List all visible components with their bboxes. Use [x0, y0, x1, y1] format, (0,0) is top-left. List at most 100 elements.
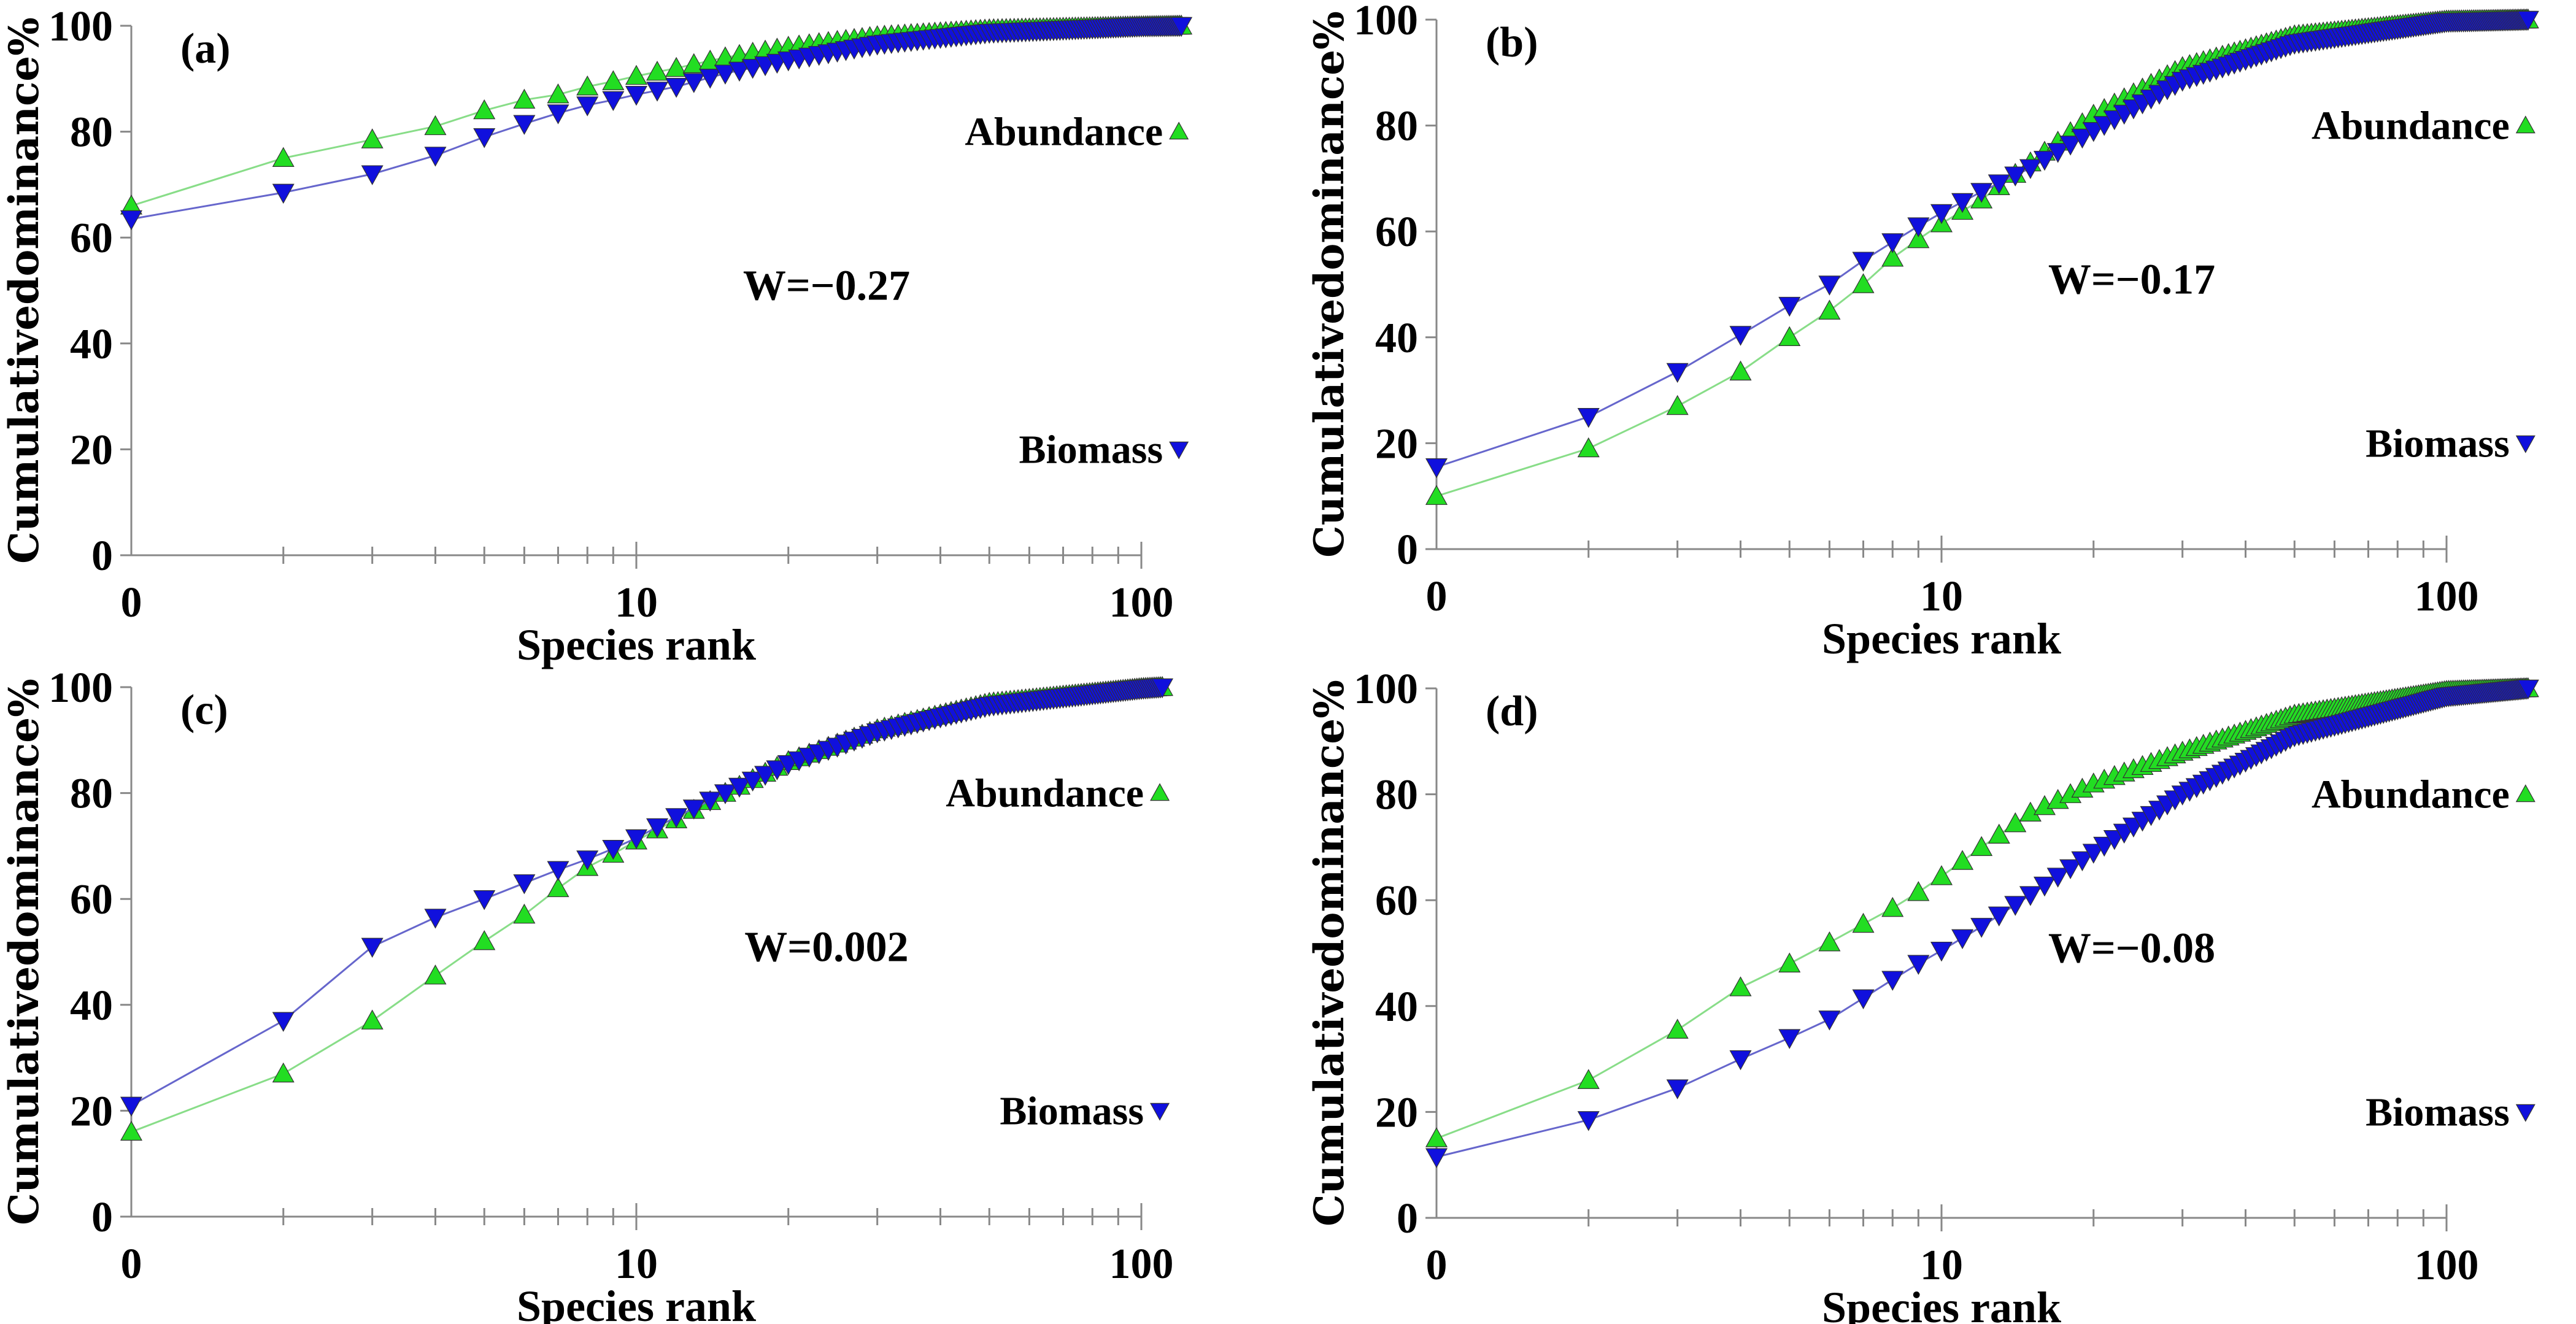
biomass-marker: [2004, 896, 2027, 916]
biomass-marker: [1988, 906, 2010, 927]
biomass-line: [131, 686, 1163, 1107]
biomass-marker: [2516, 679, 2539, 700]
biomass-marker: [2033, 876, 2056, 897]
y-tick-label: 20: [70, 1088, 113, 1135]
biomass-marker: [1729, 1050, 1752, 1071]
biomass-marker: [1577, 408, 1600, 428]
y-tick-label: 40: [1375, 983, 1418, 1031]
abundance-marker: [1818, 931, 1841, 952]
biomass-marker: [547, 104, 569, 125]
biomass-legend-marker: [2515, 1104, 2536, 1122]
y-tick-label: 100: [1354, 0, 1418, 44]
biomass-marker: [1951, 929, 1974, 950]
biomass-marker: [120, 1096, 143, 1117]
biomass-legend-marker: [2515, 435, 2536, 453]
abundance-marker: [1666, 1018, 1689, 1039]
biomass-marker: [1852, 252, 1875, 272]
abundance-marker: [1907, 228, 1930, 248]
abundance-marker: [1951, 850, 1974, 870]
biomass-marker: [2046, 143, 2069, 163]
y-tick-label: 60: [70, 215, 113, 262]
abundance-marker: [361, 1009, 384, 1030]
biomass-marker: [361, 937, 384, 958]
abundance-marker: [272, 147, 295, 167]
biomass-marker: [602, 840, 625, 860]
biomass-marker: [602, 91, 625, 112]
biomass-marker: [741, 771, 764, 792]
abundance-marker: [473, 99, 496, 120]
y-axis-title: Cumulativedominance%: [1305, 11, 1353, 558]
y-tick-label: 20: [70, 426, 113, 474]
abundance-marker: [513, 903, 536, 924]
biomass-marker: [2071, 851, 2094, 872]
biomass-legend-label: Biomass: [2366, 421, 2510, 466]
y-tick-label: 0: [1397, 526, 1418, 574]
biomass-marker: [1778, 296, 1801, 317]
abundance-marker: [1666, 395, 1689, 415]
y-axis-title: Cumulativedominance%: [0, 679, 48, 1225]
x-tick-label: 10: [1920, 573, 1963, 620]
biomass-marker: [2019, 159, 2042, 179]
abundance-legend-label: Abundance: [2312, 772, 2510, 817]
biomass-marker: [424, 147, 447, 167]
y-tick-label: 80: [1375, 103, 1418, 150]
biomass-marker: [513, 115, 536, 135]
biomass-marker: [1818, 1010, 1841, 1031]
y-tick-label: 60: [1375, 209, 1418, 256]
biomass-marker: [646, 818, 669, 839]
abundance-legend-marker: [1150, 783, 1170, 801]
abundance-marker: [1881, 247, 1904, 267]
abundance-legend-marker: [1169, 121, 1189, 140]
chart-panel-d: 0 20 40 60 80 100 0 10 100 Species rank Cumulative…: [1305, 666, 2539, 1324]
abundance-legend-label: Abundance: [2312, 104, 2510, 148]
biomass-marker: [547, 861, 569, 881]
abundance-marker: [1577, 1069, 1600, 1089]
abundance-marker: [2004, 812, 2027, 833]
abundance-marker: [665, 56, 688, 77]
abundance-line: [131, 686, 1163, 1133]
biomass-marker: [625, 85, 648, 106]
y-axis-title: Cumulativedominance%: [1305, 680, 1353, 1226]
biomass-marker: [2033, 150, 2056, 171]
y-tick-label: 40: [70, 982, 113, 1030]
biomass-marker: [1907, 955, 1930, 975]
x-axis-title: Species rank: [1822, 1283, 2061, 1324]
biomass-marker: [714, 64, 736, 85]
biomass-marker: [1852, 989, 1875, 1010]
biomass-marker: [1951, 193, 1974, 214]
abundance-marker: [625, 64, 648, 85]
y-tick-label: 40: [70, 321, 113, 368]
biomass-legend-marker: [1150, 1103, 1170, 1121]
biomass-marker: [1881, 233, 1904, 253]
biomass-marker: [1988, 174, 2010, 194]
biomass-legend-marker: [1169, 441, 1189, 460]
biomass-marker: [576, 96, 599, 117]
biomass-marker: [625, 829, 648, 850]
y-tick-label: 100: [48, 3, 113, 50]
abundance-marker: [473, 930, 496, 950]
biomass-marker: [1818, 275, 1841, 296]
abundance-marker: [1970, 836, 1993, 856]
abundance-marker: [1425, 1127, 1448, 1147]
panel-label: (b): [1486, 19, 1538, 66]
abundance-marker: [547, 877, 569, 898]
y-tick-label: 100: [1354, 666, 1418, 713]
biomass-marker: [2071, 128, 2094, 149]
biomass-marker: [120, 210, 143, 231]
abundance-marker: [682, 53, 705, 74]
biomass-marker: [665, 808, 688, 828]
biomass-legend-label: Biomass: [1000, 1088, 1144, 1133]
x-axis-title: Species rank: [517, 620, 756, 669]
biomass-marker: [1151, 678, 1174, 699]
y-tick-label: 60: [70, 876, 113, 923]
abundance-legend-marker: [2515, 784, 2536, 802]
abundance-marker: [272, 1062, 295, 1083]
panel-label: (a): [180, 25, 231, 72]
abundance-marker: [1729, 976, 1752, 996]
y-tick-label: 80: [1375, 772, 1418, 819]
abundance-marker: [576, 75, 599, 96]
abundance-marker: [1907, 881, 1930, 901]
abundance-marker: [1425, 485, 1448, 505]
biomass-marker: [272, 183, 295, 204]
